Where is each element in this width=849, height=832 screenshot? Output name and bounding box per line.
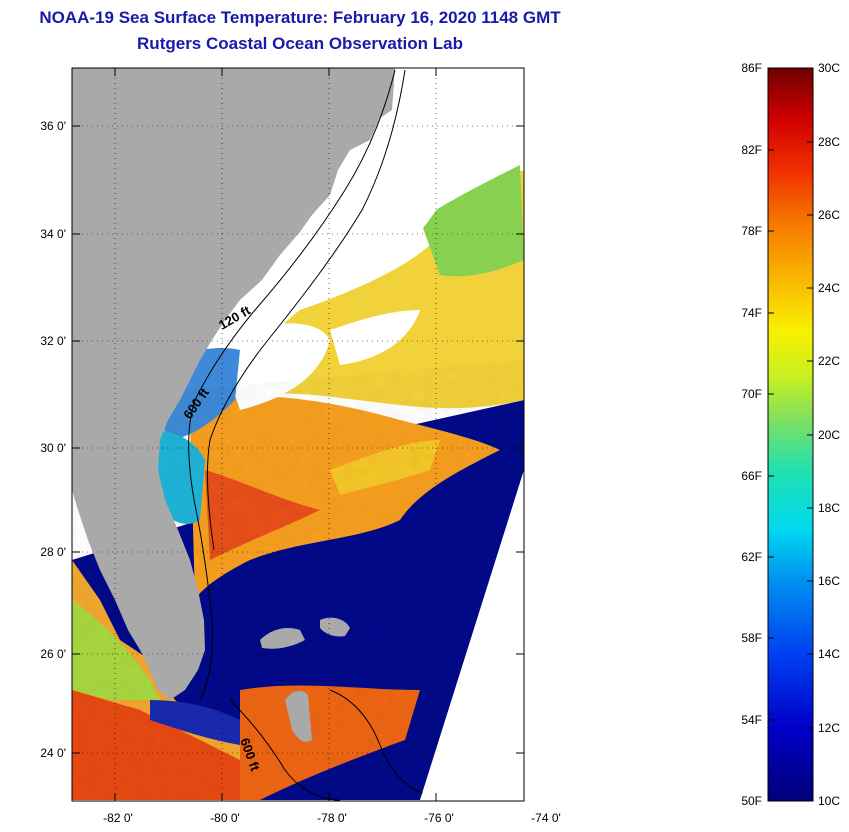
map-title: NOAA-19 Sea Surface Temperature: Februar… <box>39 8 561 27</box>
land-mass <box>72 68 395 700</box>
lon-tick-label: -76 0' <box>424 811 454 825</box>
colorbar-c-label: 18C <box>818 501 840 515</box>
colorbar-f-label: 70F <box>741 387 762 401</box>
bahamas-islands <box>260 628 305 649</box>
lat-tick-label: 26 0' <box>40 647 66 661</box>
lat-tick-label: 34 0' <box>40 227 66 241</box>
colorbar-c-label: 20C <box>818 428 840 442</box>
colorbar-c-label: 28C <box>818 135 840 149</box>
colorbar-c-label: 16C <box>818 574 840 588</box>
colorbar-f-label: 62F <box>741 550 762 564</box>
colorbar-c-label: 10C <box>818 794 840 808</box>
colorbar-f-label: 74F <box>741 306 762 320</box>
lon-tick-label: -74 0' <box>531 811 561 825</box>
colorbar-c-label: 30C <box>818 61 840 75</box>
lon-tick-label: -82 0' <box>103 811 133 825</box>
lat-tick-label: 28 0' <box>40 545 66 559</box>
lon-tick-label: -80 0' <box>210 811 240 825</box>
colorbar-f-label: 50F <box>741 794 762 808</box>
lat-tick-label: 32 0' <box>40 334 66 348</box>
colorbar-f-label: 66F <box>741 469 762 483</box>
lat-tick-label: 36 0' <box>40 119 66 133</box>
colorbar-f-label: 86F <box>741 61 762 75</box>
colorbar-c-label: 22C <box>818 354 840 368</box>
colorbar-c-label: 24C <box>818 281 840 295</box>
colorbar-gradient <box>767 67 814 802</box>
depth-contours <box>188 69 431 801</box>
map-frame <box>71 67 525 802</box>
colorbar-c-label: 26C <box>818 208 840 222</box>
lat-tick-label: 30 0' <box>40 441 66 455</box>
cloud-region <box>230 160 460 320</box>
map-subtitle: Rutgers Coastal Ocean Observation Lab <box>137 34 463 53</box>
colorbar-c-label: 12C <box>818 721 840 735</box>
lon-tick-label: -78 0' <box>317 811 347 825</box>
lat-lon-grid <box>72 68 524 801</box>
sst-field <box>72 68 524 801</box>
colorbar-c-label: 14C <box>818 647 840 661</box>
lat-tick-label: 24 0' <box>40 746 66 760</box>
colorbar-f-label: 78F <box>741 224 762 238</box>
colorbar-f-label: 58F <box>741 631 762 645</box>
axis-ticks <box>72 68 524 801</box>
colorbar-f-label: 54F <box>741 713 762 727</box>
colorbar-f-label: 82F <box>741 143 762 157</box>
